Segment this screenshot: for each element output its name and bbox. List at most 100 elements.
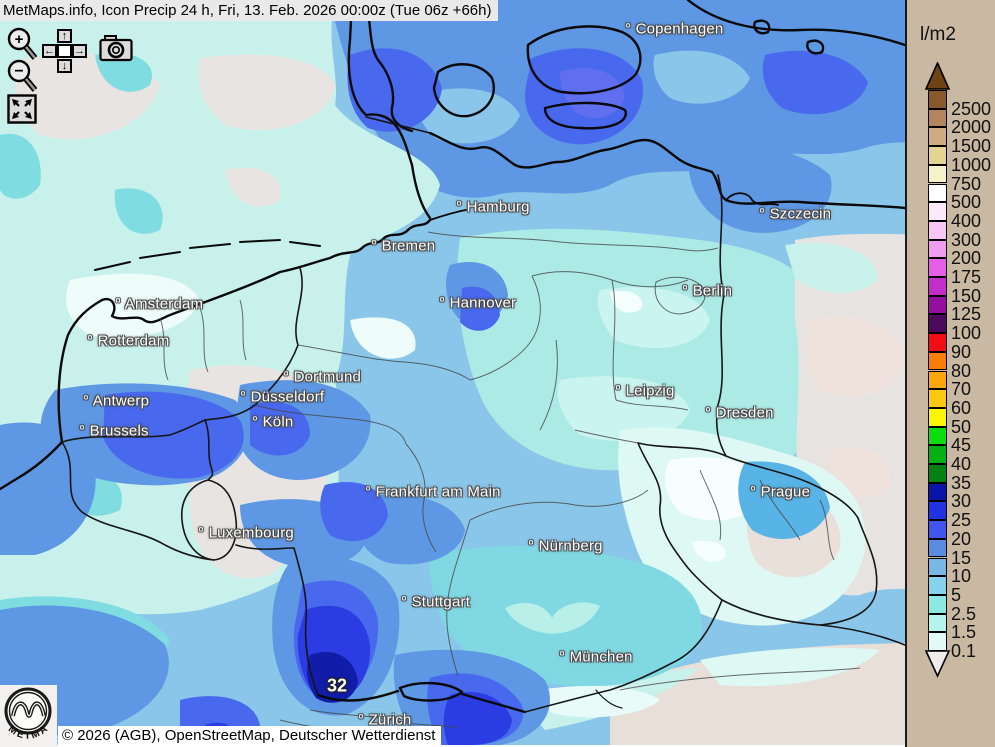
pan-pad: ↑ ← → ↓ — [42, 29, 88, 75]
legend-value-label: 100 — [951, 323, 982, 344]
city-label: ° Hamburg — [456, 198, 530, 216]
legend-value-label: 35 — [951, 472, 972, 493]
arrow-up-icon: ↑ — [61, 30, 68, 42]
legend-color-box — [928, 557, 947, 577]
fullscreen-icon — [7, 94, 37, 124]
legend-color-box — [928, 258, 947, 277]
legend-panel: l/m2 2500 2000 1500 1000 750 500 400 300 200 175 1… — [905, 0, 995, 747]
legend-value-label: 1500 — [951, 136, 992, 157]
legend-color-box — [928, 351, 947, 371]
city-label: ° Brussels — [79, 422, 149, 440]
pan-center — [57, 44, 72, 58]
city-label: ° Prague — [750, 483, 811, 501]
legend-value-label: 25 — [951, 510, 972, 531]
legend-value-label: 2500 — [951, 98, 992, 119]
minus-icon: − — [14, 63, 23, 80]
legend-value-label: 70 — [951, 379, 972, 400]
city-label: ° München — [559, 648, 633, 666]
city-label: ° Frankfurt am Main — [365, 483, 501, 501]
legend-value-label: 40 — [951, 454, 972, 474]
legend-value-label: 50 — [951, 416, 972, 437]
legend-color-box — [928, 445, 947, 464]
city-label: ° Bremen — [371, 237, 436, 255]
city-label: ° Copenhagen — [625, 20, 724, 38]
legend-color-box — [928, 108, 947, 128]
legend-color-box — [928, 314, 947, 334]
legend-color-box — [928, 333, 947, 352]
legend-value-label: 80 — [951, 360, 972, 381]
legend-color-box — [928, 501, 947, 521]
legend-color-box — [928, 594, 947, 614]
legend-value-label: 1.5 — [951, 622, 977, 643]
bottom-edge — [0, 745, 905, 747]
plus-icon: + — [15, 31, 24, 48]
city-label: ° Zürich — [358, 711, 412, 729]
city-label: ° Dortmund — [283, 368, 362, 386]
legend-color-box — [928, 482, 947, 502]
legend-value-label: 20 — [951, 528, 972, 549]
map-title: MetMaps.info, Icon Precip 24 h, Fri, 13.… — [0, 0, 499, 21]
legend-color-box — [928, 277, 947, 296]
legend-color-box — [928, 407, 947, 427]
legend-color-box — [928, 520, 947, 539]
legend-unit-label: l/m2 — [920, 24, 956, 45]
legend-color-box — [928, 426, 947, 446]
fullscreen-button[interactable] — [7, 94, 37, 129]
city-label: ° Amsterdam — [115, 295, 204, 313]
camera-icon — [99, 35, 133, 62]
metmaps-logo[interactable]: METMAPS — [0, 677, 57, 747]
pan-down-button[interactable]: ↓ — [57, 59, 72, 73]
city-label: ° Dresden — [705, 404, 774, 422]
legend-value-label: 5 — [951, 584, 962, 605]
snapshot-button[interactable] — [99, 34, 133, 67]
legend-arrow-up-icon — [924, 61, 951, 95]
legend-color-box — [928, 220, 947, 240]
zoom-out-button[interactable]: − — [6, 58, 38, 99]
city-label: ° Rotterdam — [87, 332, 170, 350]
legend-value-label: 750 — [951, 173, 982, 194]
legend-color-box — [928, 538, 947, 558]
legend-value-label: 15 — [951, 547, 972, 568]
legend-color-box — [928, 295, 947, 315]
legend-value-label: 45 — [951, 435, 972, 456]
legend-color-box — [928, 370, 947, 390]
legend-value-label: 400 — [951, 210, 982, 231]
legend-value-label: 125 — [951, 304, 982, 325]
legend-color-box — [928, 90, 947, 109]
city-label: ° Köln — [252, 413, 294, 431]
precip-max-value: 32 — [327, 675, 348, 696]
zoom-in-button[interactable]: + — [6, 26, 38, 67]
city-label: ° Stuttgart — [401, 593, 471, 611]
legend-value-label: 200 — [951, 248, 982, 269]
city-label: ° Nürnberg — [528, 537, 603, 555]
legend-value-label: 2.5 — [951, 603, 977, 624]
arrow-left-icon: ← — [44, 45, 55, 57]
attribution[interactable]: © 2026 (AGB), OpenStreetMap, Deutscher W… — [58, 726, 442, 746]
legend-value-label: 150 — [951, 285, 982, 306]
legend-arrow-down-icon — [924, 650, 951, 683]
legend-color-box — [928, 464, 947, 483]
pan-up-button[interactable]: ↑ — [57, 29, 72, 43]
legend-value-label: 60 — [951, 397, 972, 418]
arrow-down-icon: ↓ — [61, 60, 68, 72]
legend-color-box — [928, 632, 947, 651]
legend-value-label: 10 — [951, 566, 972, 587]
city-label: ° Antwerp — [83, 392, 150, 410]
legend-color-box — [928, 127, 947, 147]
legend-value-label: 30 — [951, 491, 972, 512]
legend-color-box — [928, 613, 947, 633]
legend-value-label: 90 — [951, 341, 972, 362]
legend-value-label: 500 — [951, 192, 982, 213]
city-label: ° Hannover — [439, 294, 517, 312]
legend-color-box — [928, 183, 947, 203]
pan-left-button[interactable]: ← — [42, 44, 57, 58]
country-borders — [61, 116, 906, 713]
legend-value-label: 1000 — [951, 154, 992, 175]
legend-value-label: 2000 — [951, 117, 992, 138]
city-label: ° Leipzig — [615, 382, 675, 400]
coastlines — [0, 0, 907, 714]
pan-right-button[interactable]: → — [72, 44, 87, 58]
city-label: ° Luxembourg — [198, 524, 294, 542]
